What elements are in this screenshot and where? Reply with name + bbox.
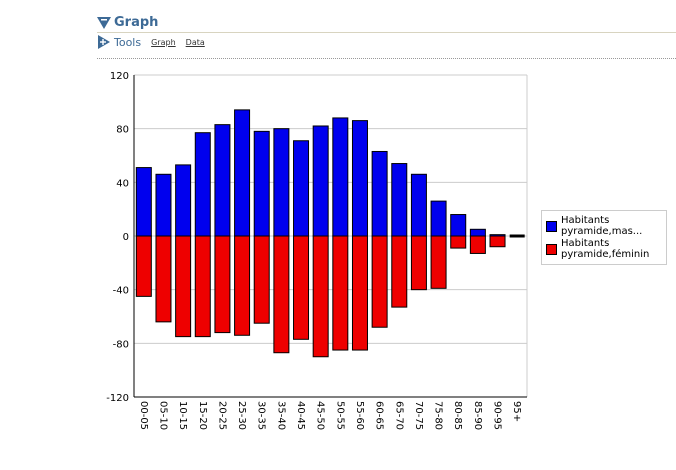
x-tick-label: 30-35 (256, 401, 267, 430)
tools-label[interactable]: Tools (114, 35, 142, 49)
bar-zero (509, 234, 525, 238)
bar-female (175, 235, 192, 338)
x-tick-label: 25-30 (236, 401, 247, 430)
x-tick-label: 85-90 (472, 401, 483, 430)
y-tick-label: -120 (106, 393, 129, 404)
bar-female (155, 235, 172, 323)
bar-female (450, 235, 467, 249)
bar-female (469, 235, 486, 254)
x-tick-label: 55-60 (354, 401, 365, 430)
bar-male (175, 164, 192, 237)
bar-male (332, 117, 349, 237)
legend-item-female: Habitants pyramide,féminin (546, 238, 662, 260)
data-link[interactable]: Data (185, 37, 205, 47)
x-tick-label: 80-85 (452, 401, 463, 430)
bar-female (194, 235, 211, 338)
x-tick-label: 00-05 (138, 401, 149, 430)
tools-bar: Tools Graph Data (97, 35, 215, 49)
bar-male (469, 228, 486, 237)
bar-female (273, 235, 290, 354)
bar-male (371, 150, 388, 237)
x-tick-label: 60-65 (374, 401, 385, 430)
bar-male (214, 124, 231, 237)
x-tick-label: 45-50 (315, 401, 326, 430)
x-tick-label: 05-10 (157, 401, 168, 430)
bar-male (135, 167, 152, 237)
bar-male (234, 109, 251, 237)
bar-female (332, 235, 349, 351)
bar-male (312, 125, 329, 237)
bar-male (351, 120, 368, 237)
x-tick-label: 20-25 (216, 401, 227, 430)
bar-female (391, 235, 408, 308)
expand-tools-icon[interactable] (97, 35, 111, 49)
bar-female (253, 235, 270, 324)
bar-female (351, 235, 368, 351)
bar-male (430, 200, 447, 237)
bar-female (234, 235, 251, 336)
section-title: Graph (114, 15, 159, 30)
x-tick-label: 75-80 (433, 401, 444, 430)
bar-male (273, 128, 290, 237)
bar-male (194, 132, 211, 237)
y-tick-label: 0 (123, 232, 129, 243)
legend-swatch-red (546, 243, 557, 255)
bar-female (312, 235, 329, 358)
x-tick-label: 50-55 (334, 401, 345, 430)
bar-female (135, 235, 152, 297)
bar-female (410, 235, 427, 291)
y-tick-label: -40 (113, 286, 129, 297)
y-tick-label: 40 (116, 178, 129, 189)
x-tick-label: 35-40 (275, 401, 286, 430)
y-tick-label: 120 (110, 71, 129, 82)
x-tick-label: 95+ (511, 401, 522, 422)
y-tick-label: -80 (113, 339, 129, 350)
graph-section-header[interactable]: Graph (97, 15, 158, 30)
bar-male (253, 130, 270, 237)
bar-male (155, 173, 172, 237)
graph-link[interactable]: Graph (151, 37, 176, 47)
divider (97, 32, 676, 33)
x-tick-label: 10-15 (177, 401, 188, 430)
bar-female (489, 235, 506, 248)
x-tick-label: 65-70 (393, 401, 404, 430)
bar-female (293, 235, 310, 340)
legend-swatch-blue (546, 220, 557, 232)
x-tick-label: 90-95 (492, 401, 503, 430)
legend: Habitants pyramide,mas... Habitants pyra… (541, 210, 667, 265)
x-tick-label: 70-75 (413, 401, 424, 430)
collapse-triangle-icon (97, 16, 111, 29)
bar-male (391, 163, 408, 237)
bar-female (430, 235, 447, 289)
dotted-divider (97, 58, 676, 59)
y-tick-label: 80 (116, 125, 129, 136)
x-tick-label: 40-45 (295, 401, 306, 430)
bar-female (371, 235, 388, 328)
x-tick-label: 15-20 (197, 401, 208, 430)
bar-male (410, 173, 427, 237)
bar-male (293, 140, 310, 237)
bar-male (450, 214, 467, 237)
legend-item-male: Habitants pyramide,mas... (546, 215, 662, 237)
bar-female (214, 235, 231, 334)
